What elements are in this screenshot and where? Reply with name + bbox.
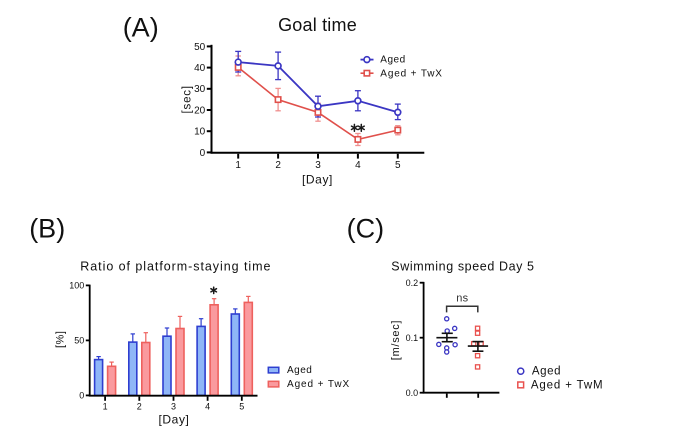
svg-text:0: 0 [200, 148, 206, 159]
svg-text:4: 4 [205, 402, 210, 412]
svg-text:(C): (C) [347, 213, 384, 243]
svg-text:40: 40 [194, 63, 206, 74]
svg-text:100: 100 [69, 281, 84, 291]
svg-text:[%]: [%] [55, 331, 67, 348]
svg-text:50: 50 [74, 336, 84, 346]
svg-text:Aged + TwM: Aged + TwM [531, 380, 604, 392]
svg-text:(A): (A) [123, 13, 159, 43]
svg-text:1: 1 [235, 160, 241, 171]
svg-text:50: 50 [194, 42, 206, 53]
svg-text:0.2: 0.2 [406, 278, 419, 288]
svg-text:[sec]: [sec] [182, 85, 194, 113]
svg-text:Aged: Aged [532, 366, 561, 378]
svg-text:Aged: Aged [380, 55, 405, 66]
svg-text:Goal time: Goal time [278, 15, 357, 35]
svg-text:[Day]: [Day] [302, 173, 333, 187]
svg-text:0.1: 0.1 [406, 333, 419, 343]
svg-text:3: 3 [171, 402, 176, 412]
svg-text:Aged + TwX: Aged + TwX [287, 379, 350, 390]
svg-text:[Day]: [Day] [158, 413, 189, 427]
svg-text:Aged + TwX: Aged + TwX [380, 68, 443, 79]
svg-text:Ratio of platform-staying time: Ratio of platform-staying time [80, 259, 271, 273]
svg-text:20: 20 [194, 105, 206, 116]
svg-text:[m/sec]: [m/sec] [390, 320, 402, 360]
svg-text:2: 2 [275, 160, 281, 171]
svg-text:2: 2 [137, 402, 142, 412]
svg-text:5: 5 [239, 402, 244, 412]
svg-text:0: 0 [79, 391, 84, 401]
svg-text:1: 1 [103, 402, 108, 412]
svg-text:ns: ns [456, 292, 468, 304]
svg-text:(B): (B) [29, 213, 65, 243]
svg-text:Swimming speed Day 5: Swimming speed Day 5 [391, 260, 534, 274]
svg-text:30: 30 [194, 84, 206, 95]
svg-text:0.0: 0.0 [406, 388, 419, 398]
svg-text:3: 3 [315, 160, 321, 171]
svg-text:10: 10 [194, 127, 206, 138]
svg-text:5: 5 [395, 160, 401, 171]
svg-text:Aged: Aged [287, 365, 312, 376]
svg-text:4: 4 [355, 160, 361, 171]
